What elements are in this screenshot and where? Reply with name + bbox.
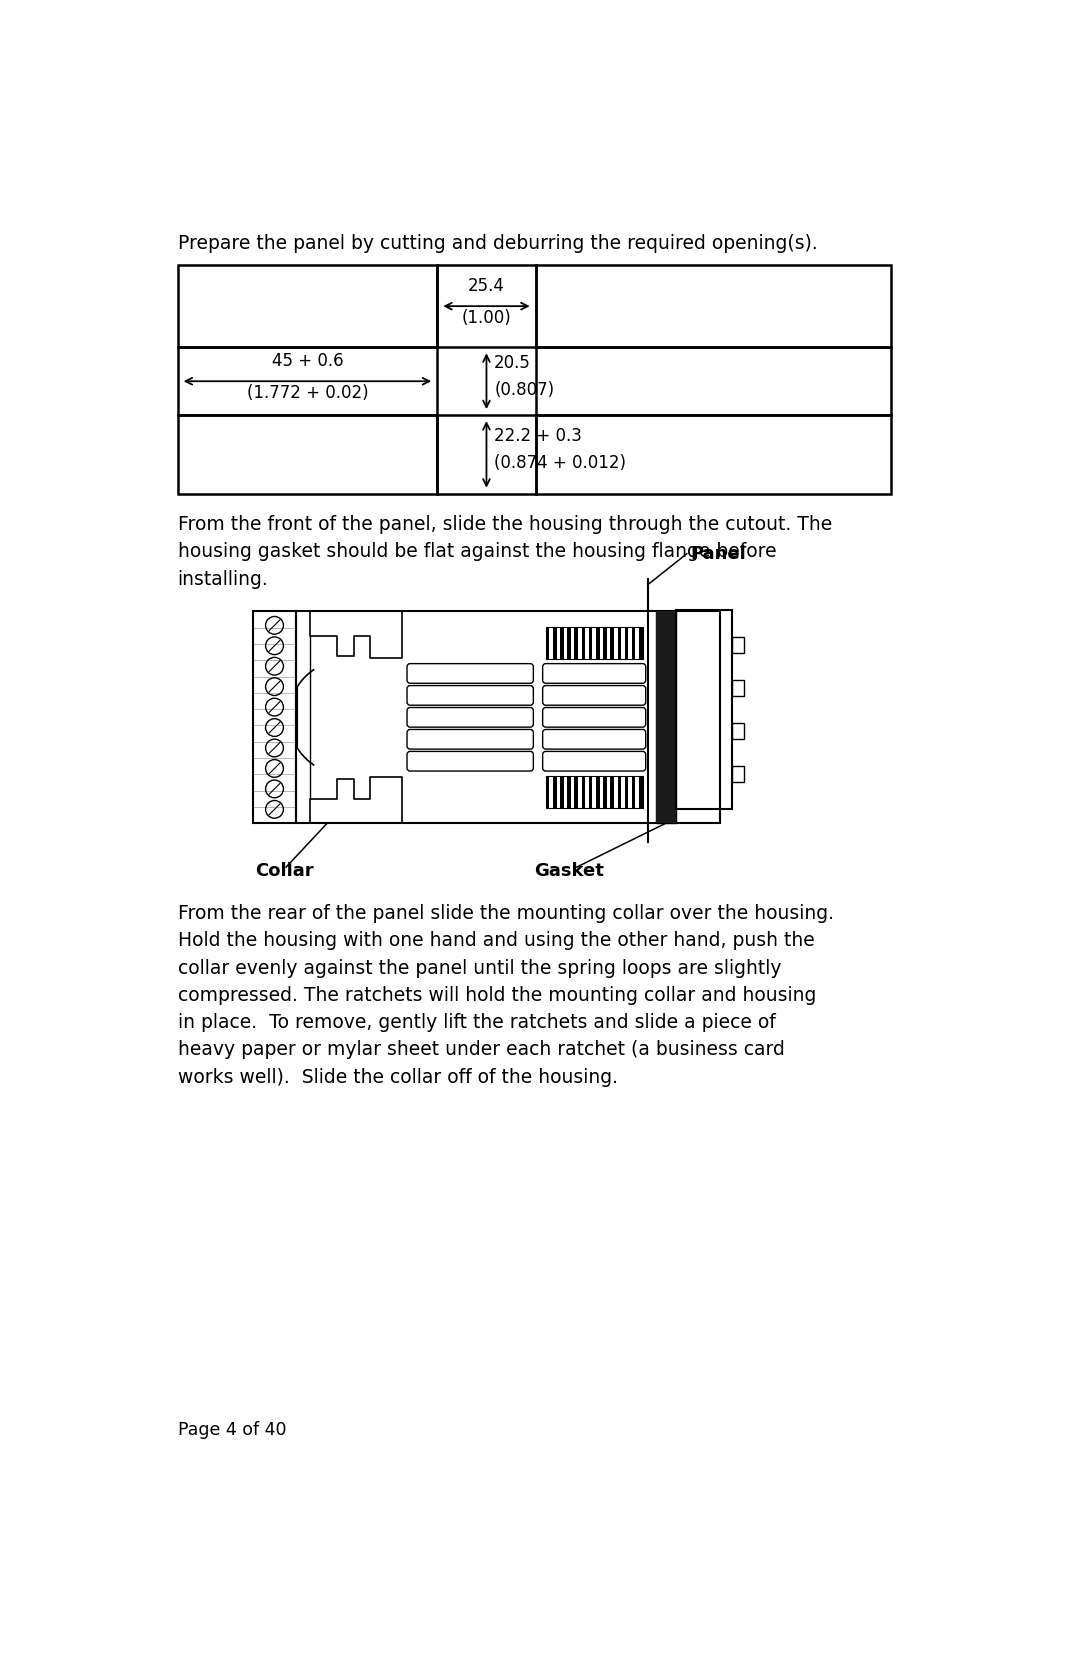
Bar <box>624 776 629 808</box>
Bar <box>561 776 564 808</box>
Bar <box>561 626 564 659</box>
Text: (1.772 + 0.02): (1.772 + 0.02) <box>246 384 368 402</box>
Bar <box>582 776 585 808</box>
Bar <box>575 626 578 659</box>
Bar <box>545 626 550 659</box>
Bar <box>632 626 635 659</box>
Bar <box>589 776 593 808</box>
Text: 25.4: 25.4 <box>468 277 505 295</box>
Text: Page 4 of 40: Page 4 of 40 <box>177 1422 286 1439</box>
Text: Prepare the panel by cutting and deburring the required opening(s).: Prepare the panel by cutting and deburri… <box>177 234 818 254</box>
Text: (0.807): (0.807) <box>495 381 554 399</box>
Text: Panel: Panel <box>691 544 746 562</box>
Bar <box>553 626 556 659</box>
Text: Collar: Collar <box>255 861 314 880</box>
Text: From the rear of the panel slide the mounting collar over the housing.
Hold the : From the rear of the panel slide the mou… <box>177 905 834 1087</box>
Bar <box>603 776 607 808</box>
Bar <box>545 776 550 808</box>
Text: 45 + 0.6: 45 + 0.6 <box>272 352 343 371</box>
Bar <box>589 626 593 659</box>
Bar <box>639 776 643 808</box>
Text: 22.2 + 0.3: 22.2 + 0.3 <box>495 427 582 446</box>
Bar <box>610 776 613 808</box>
Bar <box>656 611 676 823</box>
Bar <box>567 626 571 659</box>
Bar <box>639 626 643 659</box>
Text: Gasket: Gasket <box>535 861 604 880</box>
Bar <box>596 626 599 659</box>
Bar <box>624 626 629 659</box>
Bar <box>618 776 621 808</box>
Text: (0.874 + 0.012): (0.874 + 0.012) <box>495 454 626 472</box>
Bar <box>575 776 578 808</box>
Text: (1.00): (1.00) <box>461 309 511 327</box>
Bar <box>618 626 621 659</box>
Bar <box>610 626 613 659</box>
Bar <box>603 626 607 659</box>
Bar <box>632 776 635 808</box>
Text: 20.5: 20.5 <box>495 354 531 372</box>
Bar <box>596 776 599 808</box>
Text: From the front of the panel, slide the housing through the cutout. The
housing g: From the front of the panel, slide the h… <box>177 516 832 589</box>
Bar <box>582 626 585 659</box>
Bar <box>553 776 556 808</box>
Bar <box>567 776 571 808</box>
